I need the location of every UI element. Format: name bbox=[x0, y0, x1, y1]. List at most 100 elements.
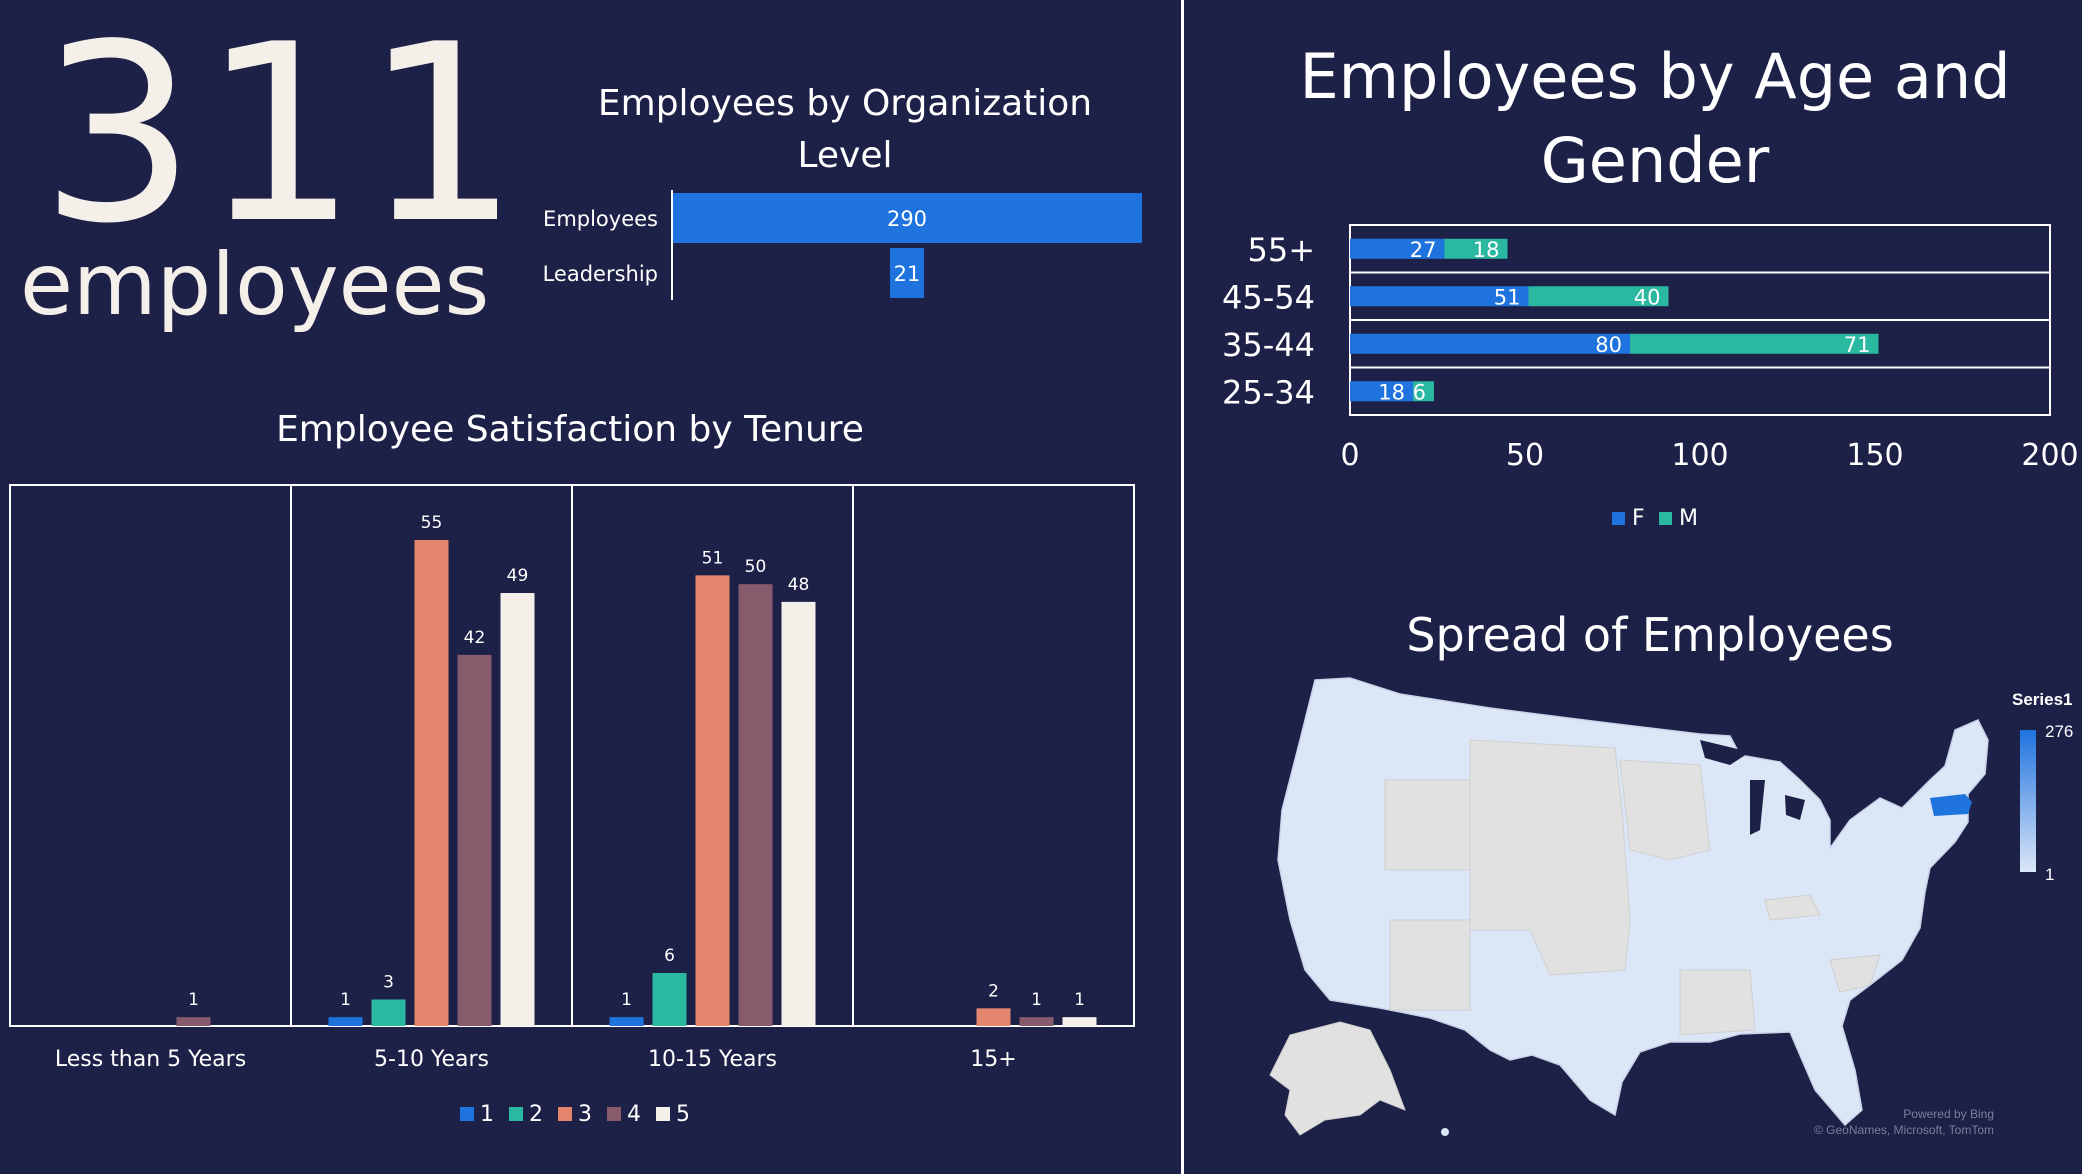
satisfaction-legend-label: 4 bbox=[627, 1102, 641, 1127]
satisfaction-bar-3 bbox=[414, 540, 449, 1026]
map-nodata-deepsouth bbox=[1679, 969, 1756, 1036]
map-legend-title: Series1 bbox=[2012, 690, 2073, 709]
age-bar-m bbox=[1528, 286, 1669, 307]
age-x-tick: 50 bbox=[1506, 438, 1544, 473]
map-nodata-south bbox=[1389, 919, 1471, 1011]
satisfaction-category-label: 15+ bbox=[970, 1047, 1016, 1072]
satisfaction-bar-value: 1 bbox=[1031, 990, 1042, 1010]
satisfaction-bar-value: 55 bbox=[421, 513, 443, 533]
satisfaction-bar-1 bbox=[328, 1017, 363, 1026]
satisfaction-legend-label: 2 bbox=[529, 1102, 543, 1127]
map-credit-bing: Powered by Bing bbox=[1903, 1107, 1994, 1121]
map-nodata-west bbox=[1384, 779, 1471, 871]
satisfaction-bar-4 bbox=[176, 1017, 211, 1026]
age-x-tick: 150 bbox=[1846, 438, 1903, 473]
age-bar-f bbox=[1350, 286, 1529, 307]
satisfaction-bar-value: 1 bbox=[188, 990, 199, 1010]
satisfaction-category-label: 10-15 Years bbox=[648, 1047, 777, 1072]
age-bar-f bbox=[1350, 381, 1413, 402]
map-credit-sources: © GeoNames, Microsoft, TomTom bbox=[1814, 1123, 1994, 1137]
org-category-label: Employees bbox=[543, 207, 658, 231]
age-category-label: 45-54 bbox=[1222, 278, 1315, 316]
age-gender-chart: 55+ 27 18 45-54 51 40 35-44 80 71 25-34 18 6 0 50 100 1… bbox=[1222, 224, 2079, 531]
satisfaction-bar-value: 51 bbox=[702, 548, 724, 568]
age-bar-m bbox=[1413, 381, 1434, 402]
age-bar-value: 18 bbox=[1473, 238, 1500, 262]
satisfaction-bar-5 bbox=[500, 593, 535, 1026]
age-gender-chart-title: Employees by Age and Gender bbox=[1299, 40, 2011, 197]
employee-count: 311 bbox=[40, 0, 526, 277]
employee-count-label: employees bbox=[20, 235, 490, 335]
age-bar-m bbox=[1630, 333, 1879, 354]
map-nodata-carolina bbox=[1829, 954, 1881, 993]
satisfaction-legend-swatch bbox=[558, 1107, 572, 1121]
age-category-label: 35-44 bbox=[1222, 326, 1315, 364]
map-alaska bbox=[1269, 1021, 1406, 1136]
satisfaction-bar-value: 42 bbox=[464, 628, 486, 648]
org-bar-value: 21 bbox=[894, 262, 921, 286]
satisfaction-legend-swatch bbox=[656, 1107, 670, 1121]
us-map bbox=[1269, 677, 1989, 1136]
map-nodata-plains bbox=[1469, 739, 1631, 976]
satisfaction-bar-value: 3 bbox=[383, 972, 394, 992]
satisfaction-legend-label: 5 bbox=[676, 1102, 690, 1127]
satisfaction-legend-swatch bbox=[460, 1107, 474, 1121]
satisfaction-bar-5 bbox=[1062, 1017, 1097, 1026]
org-chart-title: Employees by Organization Level bbox=[597, 83, 1093, 176]
satisfaction-bar-value: 1 bbox=[340, 990, 351, 1010]
age-legend-swatch bbox=[1659, 512, 1672, 525]
org-bar-value: 290 bbox=[887, 207, 927, 231]
age-legend-label: M bbox=[1679, 506, 1698, 531]
map-title: Spread of Employees bbox=[1406, 608, 1894, 662]
age-legend-label: F bbox=[1632, 506, 1645, 531]
satisfaction-legend-label: 3 bbox=[578, 1102, 592, 1127]
map-hawaii bbox=[1441, 1128, 1449, 1136]
map-legend-min: 1 bbox=[2045, 865, 2055, 884]
satisfaction-category-label: Less than 5 Years bbox=[55, 1047, 246, 1072]
satisfaction-category-label: 5-10 Years bbox=[374, 1047, 489, 1072]
satisfaction-bar-1 bbox=[609, 1017, 644, 1026]
satisfaction-bar-3 bbox=[976, 1008, 1011, 1026]
org-category-label: Leadership bbox=[543, 262, 658, 286]
age-bar-m bbox=[1444, 238, 1508, 259]
map-nodata-midwest bbox=[1619, 759, 1711, 861]
org-bar bbox=[672, 193, 1142, 243]
satisfaction-legend-swatch bbox=[607, 1107, 621, 1121]
map-nodata-ohio bbox=[1764, 894, 1821, 921]
age-bar-value: 71 bbox=[1844, 333, 1871, 357]
satisfaction-bar-4 bbox=[738, 584, 773, 1026]
age-category-label: 25-34 bbox=[1222, 373, 1315, 411]
age-x-tick: 0 bbox=[1340, 438, 1359, 473]
age-bar-value: 51 bbox=[1494, 285, 1521, 309]
satisfaction-legend-swatch bbox=[509, 1107, 523, 1121]
satisfaction-bar-value: 6 bbox=[664, 946, 675, 966]
age-bar-value: 40 bbox=[1634, 285, 1661, 309]
satisfaction-bar-5 bbox=[781, 601, 816, 1026]
satisfaction-legend-label: 1 bbox=[480, 1102, 494, 1127]
org-level-chart: Employees 290 Leadership 21 bbox=[543, 190, 1142, 300]
age-bar-f bbox=[1350, 238, 1445, 259]
age-category-label: 55+ bbox=[1247, 231, 1315, 269]
age-x-tick: 100 bbox=[1671, 438, 1728, 473]
satisfaction-bar-2 bbox=[652, 972, 687, 1026]
map-legend-gradient bbox=[2020, 730, 2036, 872]
map-great-lakes bbox=[1700, 740, 1805, 835]
satisfaction-bar-3 bbox=[695, 575, 730, 1026]
age-x-tick: 200 bbox=[2021, 438, 2078, 473]
satisfaction-bar-value: 50 bbox=[745, 557, 767, 577]
age-bar-value: 80 bbox=[1595, 333, 1622, 357]
age-bar-value: 27 bbox=[1410, 238, 1437, 262]
satisfaction-chart-title: Employee Satisfaction by Tenure bbox=[276, 409, 864, 450]
age-legend-swatch bbox=[1612, 512, 1625, 525]
satisfaction-bar-value: 1 bbox=[1074, 990, 1085, 1010]
map-legend-max: 276 bbox=[2045, 722, 2074, 741]
satisfaction-bar-4 bbox=[457, 654, 492, 1026]
age-bar-value: 6 bbox=[1413, 380, 1426, 404]
map-massachusetts bbox=[1930, 794, 1972, 816]
satisfaction-bar-value: 1 bbox=[621, 990, 632, 1010]
panel-divider bbox=[1181, 0, 1184, 1174]
satisfaction-bar-value: 49 bbox=[507, 566, 529, 586]
satisfaction-bar-value: 48 bbox=[788, 575, 810, 595]
age-bar-value: 18 bbox=[1378, 380, 1405, 404]
